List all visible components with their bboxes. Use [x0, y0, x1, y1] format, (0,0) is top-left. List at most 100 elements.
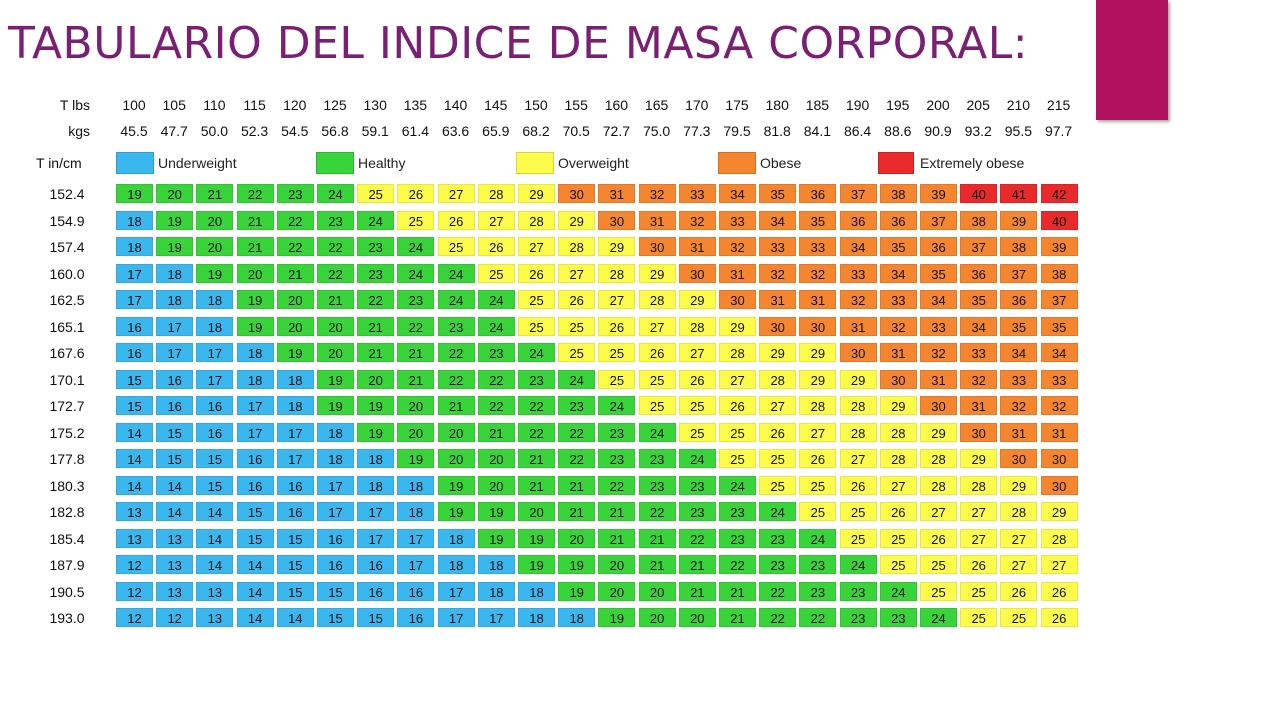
bmi-cell: 14 — [156, 502, 194, 521]
bmi-cell: 21 — [437, 396, 475, 415]
bmi-cell: 23 — [839, 608, 877, 627]
page-title: TABULARIO DEL INDICE DE MASA CORPORAL: — [8, 18, 1029, 69]
lbs-column-header: 105 — [162, 97, 186, 113]
bmi-cell: 26 — [518, 263, 555, 283]
bmi-cell: 20 — [156, 184, 194, 203]
legend-label-healthy: Healthy — [358, 155, 406, 171]
bmi-cell: 22 — [317, 263, 354, 283]
bmi-cell: 34 — [759, 210, 797, 230]
bmi-cell: 34 — [839, 237, 877, 256]
bmi-cell: 21 — [638, 555, 676, 574]
bmi-cell: 29 — [799, 343, 837, 362]
bmi-cell: 27 — [1040, 555, 1078, 574]
kgs-column-header: 88.6 — [884, 123, 912, 139]
bmi-cell: 15 — [276, 528, 314, 548]
bmi-cell: 30 — [678, 263, 716, 283]
bmi-cell: 23 — [558, 396, 596, 415]
bmi-cell: 22 — [678, 528, 716, 548]
bmi-cell: 24 — [719, 475, 756, 495]
bmi-cell: 12 — [116, 581, 153, 601]
bmi-cell: 19 — [598, 608, 636, 627]
bmi-cell: 26 — [437, 210, 475, 230]
bmi-cell: 21 — [598, 528, 636, 548]
bmi-cell: 21 — [678, 581, 716, 601]
bmi-cell: 22 — [397, 316, 435, 336]
bmi-cell: 21 — [518, 449, 555, 468]
bmi-cell: 17 — [317, 475, 354, 495]
lbs-column-header: 210 — [1006, 97, 1031, 113]
bmi-cell: 25 — [558, 316, 596, 336]
bmi-cell: 25 — [839, 502, 877, 521]
kgs-column-header: 93.2 — [964, 123, 992, 139]
kgs-column-header: 61.4 — [401, 123, 430, 139]
bmi-cell: 26 — [477, 237, 515, 256]
bmi-cell: 25 — [839, 528, 877, 548]
bmi-cell: 15 — [236, 528, 274, 548]
bmi-cell: 25 — [598, 343, 636, 362]
bmi-cell: 15 — [196, 449, 234, 468]
bmi-cell: 25 — [960, 581, 998, 601]
bmi-cell: 28 — [477, 184, 515, 203]
height-row-label: 182.8 — [49, 504, 85, 520]
bmi-cell: 31 — [1000, 422, 1038, 442]
bmi-cell: 27 — [437, 184, 475, 203]
kgs-column-header: 50.0 — [200, 123, 229, 139]
legend-swatch-obese — [718, 152, 756, 174]
bmi-cell: 14 — [116, 422, 153, 442]
bmi-cell: 33 — [799, 237, 837, 256]
bmi-cell: 24 — [920, 608, 957, 627]
bmi-cell: 22 — [437, 343, 475, 362]
legend-swatch-overweight — [516, 152, 554, 174]
bmi-cell: 21 — [719, 581, 756, 601]
bmi-cell: 34 — [879, 263, 917, 283]
bmi-cell: 18 — [437, 555, 475, 574]
bmi-cell: 22 — [276, 210, 314, 230]
bmi-cell: 28 — [598, 263, 636, 283]
bmi-cell: 38 — [960, 210, 998, 230]
bmi-cell: 28 — [678, 316, 716, 336]
bmi-cell: 17 — [397, 555, 435, 574]
bmi-cell: 16 — [116, 316, 153, 336]
bmi-cell: 32 — [1000, 396, 1038, 415]
bmi-cell: 15 — [276, 581, 314, 601]
bmi-cell: 25 — [397, 210, 435, 230]
bmi-cell: 25 — [678, 396, 716, 415]
bmi-cell: 29 — [1000, 475, 1038, 495]
bmi-cell: 16 — [116, 343, 153, 362]
bmi-cell: 17 — [397, 528, 435, 548]
bmi-cell: 23 — [719, 528, 756, 548]
bmi-cell: 28 — [920, 449, 957, 468]
bmi-cell: 23 — [317, 210, 354, 230]
bmi-cell: 17 — [196, 343, 234, 362]
bmi-cell: 36 — [839, 210, 877, 230]
bmi-cell: 25 — [558, 343, 596, 362]
bmi-cell: 33 — [1040, 369, 1078, 389]
bmi-cell: 27 — [839, 449, 877, 468]
bmi-cell: 23 — [598, 449, 636, 468]
bmi-cell: 13 — [156, 555, 194, 574]
bmi-cell: 31 — [839, 316, 877, 336]
bmi-cell: 18 — [518, 581, 555, 601]
legend-swatch-healthy — [316, 152, 354, 174]
bmi-cell: 23 — [678, 502, 716, 521]
bmi-cell: 32 — [920, 343, 957, 362]
bmi-cell: 37 — [920, 210, 957, 230]
bmi-cell: 25 — [678, 422, 716, 442]
bmi-cell: 17 — [437, 581, 475, 601]
bmi-cell: 29 — [960, 449, 998, 468]
bmi-cell: 28 — [759, 369, 797, 389]
bmi-cell: 18 — [236, 343, 274, 362]
bmi-cell: 28 — [638, 290, 676, 309]
bmi-cell: 29 — [558, 210, 596, 230]
bmi-cell: 23 — [477, 343, 515, 362]
bmi-cell: 20 — [437, 449, 475, 468]
bmi-cell: 27 — [558, 263, 596, 283]
bmi-cell: 35 — [879, 237, 917, 256]
bmi-cell: 18 — [558, 608, 596, 627]
bmi-cell: 28 — [518, 210, 555, 230]
bmi-cell: 34 — [1040, 343, 1078, 362]
bmi-cell: 21 — [558, 475, 596, 495]
bmi-cell: 16 — [156, 396, 194, 415]
bmi-cell: 28 — [960, 475, 998, 495]
bmi-cell: 16 — [317, 528, 354, 548]
